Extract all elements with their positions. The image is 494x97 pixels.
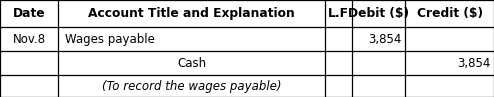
Text: Credit ($): Credit ($) — [416, 7, 483, 20]
Text: (To record the wages payable): (To record the wages payable) — [102, 80, 282, 93]
Text: 3,854: 3,854 — [368, 33, 401, 46]
Text: L.F: L.F — [328, 7, 349, 20]
Text: Account Title and Explanation: Account Title and Explanation — [88, 7, 295, 20]
Text: Debit ($): Debit ($) — [348, 7, 409, 20]
Text: Nov.8: Nov.8 — [12, 33, 46, 46]
Text: Cash: Cash — [177, 57, 206, 70]
Text: Date: Date — [13, 7, 45, 20]
Text: Wages payable: Wages payable — [65, 33, 155, 46]
Text: 3,854: 3,854 — [456, 57, 490, 70]
